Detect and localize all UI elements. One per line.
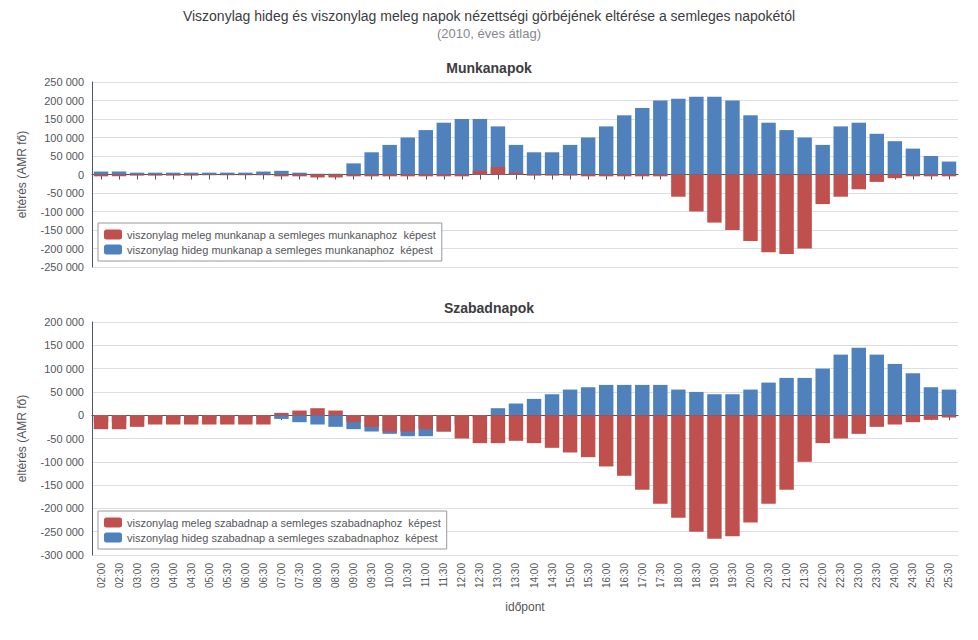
svg-text:200 000: 200 000 xyxy=(44,316,84,328)
svg-text:20:30: 20:30 xyxy=(763,563,774,588)
svg-text:-150 000: -150 000 xyxy=(41,224,84,236)
svg-text:14:30: 14:30 xyxy=(547,563,558,588)
svg-text:09:00: 09:00 xyxy=(348,563,359,588)
svg-text:-50 000: -50 000 xyxy=(47,433,84,445)
svg-text:13:30: 13:30 xyxy=(510,563,521,588)
svg-text:100 000: 100 000 xyxy=(44,363,84,375)
svg-text:15:00: 15:00 xyxy=(565,563,576,588)
svg-text:11:00: 11:00 xyxy=(420,563,431,588)
svg-text:-200 000: -200 000 xyxy=(41,502,84,514)
svg-text:24:30: 24:30 xyxy=(907,563,918,588)
svg-text:10:30: 10:30 xyxy=(402,563,413,588)
svg-text:23:30: 23:30 xyxy=(871,563,882,588)
svg-text:17:30: 17:30 xyxy=(655,563,666,588)
svg-text:21:30: 21:30 xyxy=(799,563,810,588)
svg-text:0: 0 xyxy=(78,409,84,421)
svg-text:viszonylag meleg szabadnap a s: viszonylag meleg szabadnap a semleges sz… xyxy=(127,517,441,529)
svg-text:150 000: 150 000 xyxy=(44,113,84,125)
svg-text:50 000: 50 000 xyxy=(50,386,84,398)
svg-text:Szabadnapok: Szabadnapok xyxy=(444,300,534,316)
svg-text:25:30: 25:30 xyxy=(943,563,954,588)
svg-text:20:00: 20:00 xyxy=(745,563,756,588)
svg-text:06:00: 06:00 xyxy=(240,563,251,588)
svg-text:100 000: 100 000 xyxy=(44,132,84,144)
svg-text:22:00: 22:00 xyxy=(817,563,828,588)
svg-text:19:30: 19:30 xyxy=(727,563,738,588)
svg-text:50 000: 50 000 xyxy=(50,150,84,162)
svg-text:22:30: 22:30 xyxy=(835,563,846,588)
svg-text:-300 000: -300 000 xyxy=(41,549,84,561)
svg-text:-50 000: -50 000 xyxy=(47,187,84,199)
svg-text:04:30: 04:30 xyxy=(186,563,197,588)
svg-text:08:30: 08:30 xyxy=(330,563,341,588)
svg-text:02:30: 02:30 xyxy=(114,563,125,588)
svg-text:03:30: 03:30 xyxy=(150,563,161,588)
svg-text:-100 000: -100 000 xyxy=(41,456,84,468)
svg-text:150 000: 150 000 xyxy=(44,339,84,351)
svg-text:16:00: 16:00 xyxy=(601,563,612,588)
svg-text:-150 000: -150 000 xyxy=(41,479,84,491)
svg-text:viszonylag meleg munkanap a se: viszonylag meleg munkanap a semleges mun… xyxy=(127,229,436,241)
svg-text:Viszonylag hideg és viszonylag: Viszonylag hideg és viszonylag meleg nap… xyxy=(183,8,795,24)
svg-text:23:00: 23:00 xyxy=(853,563,864,588)
svg-text:eltérés (AMR fő): eltérés (AMR fő) xyxy=(15,131,29,218)
svg-text:03:00: 03:00 xyxy=(132,563,143,588)
svg-text:-100 000: -100 000 xyxy=(41,206,84,218)
svg-text:19:00: 19:00 xyxy=(709,563,720,588)
svg-text:12:00: 12:00 xyxy=(456,563,467,588)
svg-text:18:00: 18:00 xyxy=(673,563,684,588)
svg-text:16:30: 16:30 xyxy=(619,563,630,588)
svg-text:Munkanapok: Munkanapok xyxy=(446,60,532,76)
svg-text:05:00: 05:00 xyxy=(204,563,215,588)
svg-text:24:00: 24:00 xyxy=(889,563,900,588)
svg-text:200 000: 200 000 xyxy=(44,95,84,107)
svg-text:viszonylag hideg munkanap a se: viszonylag hideg munkanap a semleges mun… xyxy=(127,244,433,256)
svg-text:-250 000: -250 000 xyxy=(41,261,84,273)
svg-text:07:00: 07:00 xyxy=(276,563,287,588)
svg-text:18:30: 18:30 xyxy=(691,563,702,588)
svg-text:viszonylag hideg szabadnap a s: viszonylag hideg szabadnap a semleges sz… xyxy=(127,532,438,544)
svg-text:21:00: 21:00 xyxy=(781,563,792,588)
svg-text:-250 000: -250 000 xyxy=(41,526,84,538)
svg-text:04:00: 04:00 xyxy=(168,563,179,588)
svg-text:0: 0 xyxy=(78,169,84,181)
svg-text:09:30: 09:30 xyxy=(366,563,377,588)
svg-text:17:00: 17:00 xyxy=(637,563,648,588)
svg-text:13:00: 13:00 xyxy=(492,563,503,588)
svg-text:12:30: 12:30 xyxy=(474,563,485,588)
svg-text:-200 000: -200 000 xyxy=(41,243,84,255)
svg-text:10:00: 10:00 xyxy=(384,563,395,588)
svg-text:25:00: 25:00 xyxy=(925,563,936,588)
svg-text:06:30: 06:30 xyxy=(258,563,269,588)
svg-text:07:30: 07:30 xyxy=(294,563,305,588)
svg-text:11:30: 11:30 xyxy=(438,563,449,588)
svg-text:14:00: 14:00 xyxy=(529,563,540,588)
svg-text:időpont: időpont xyxy=(505,600,545,614)
svg-text:250 000: 250 000 xyxy=(44,76,84,88)
svg-text:15:30: 15:30 xyxy=(583,563,594,588)
svg-text:05:30: 05:30 xyxy=(222,563,233,588)
svg-text:(2010, éves átlag): (2010, éves átlag) xyxy=(437,26,541,41)
svg-text:02:00: 02:00 xyxy=(96,563,107,588)
svg-text:08:00: 08:00 xyxy=(312,563,323,588)
svg-text:eltérés (AMR fő): eltérés (AMR fő) xyxy=(15,395,29,482)
